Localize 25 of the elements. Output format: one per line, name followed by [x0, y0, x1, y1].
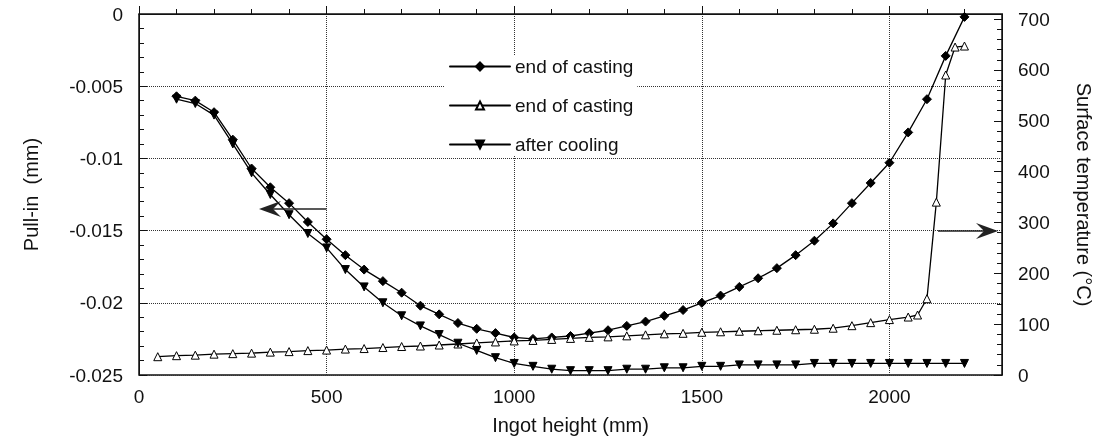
y2-tick-label: 100	[1018, 313, 1050, 335]
y-tick-label: -0.005	[69, 75, 123, 97]
x-tick-label: 1500	[680, 386, 723, 407]
legend-label: after cooling	[515, 134, 619, 155]
y2-tick-label: 700	[1018, 8, 1050, 30]
x-tick-label: 500	[310, 386, 343, 407]
y-tick-label: -0.02	[79, 292, 123, 314]
x-tick-label: 0	[133, 386, 145, 407]
legend-label: end of casting	[515, 95, 634, 116]
x-tick-label: 2000	[868, 386, 911, 407]
y2-tick-label: 0	[1018, 364, 1029, 386]
y-tick-label: -0.01	[79, 147, 123, 169]
y-axis-title: Pull-in (mm)	[20, 137, 42, 252]
y-tick-label: 0	[112, 3, 123, 25]
y2-axis-title: Surface temperature (°C)	[1073, 82, 1095, 307]
y-tick-label: -0.025	[69, 364, 123, 386]
y2-tick-label: 400	[1018, 161, 1050, 183]
y2-tick-label: 200	[1018, 262, 1050, 284]
legend-label: end of casting	[515, 56, 634, 77]
x-axis-title: Ingot height (mm)	[492, 414, 649, 436]
y-tick-label: -0.015	[69, 220, 123, 242]
x-tick-label: 1000	[493, 386, 536, 407]
y2-tick-label: 600	[1018, 59, 1050, 81]
y2-tick-label: 300	[1018, 211, 1050, 233]
y2-tick-label: 500	[1018, 110, 1050, 132]
